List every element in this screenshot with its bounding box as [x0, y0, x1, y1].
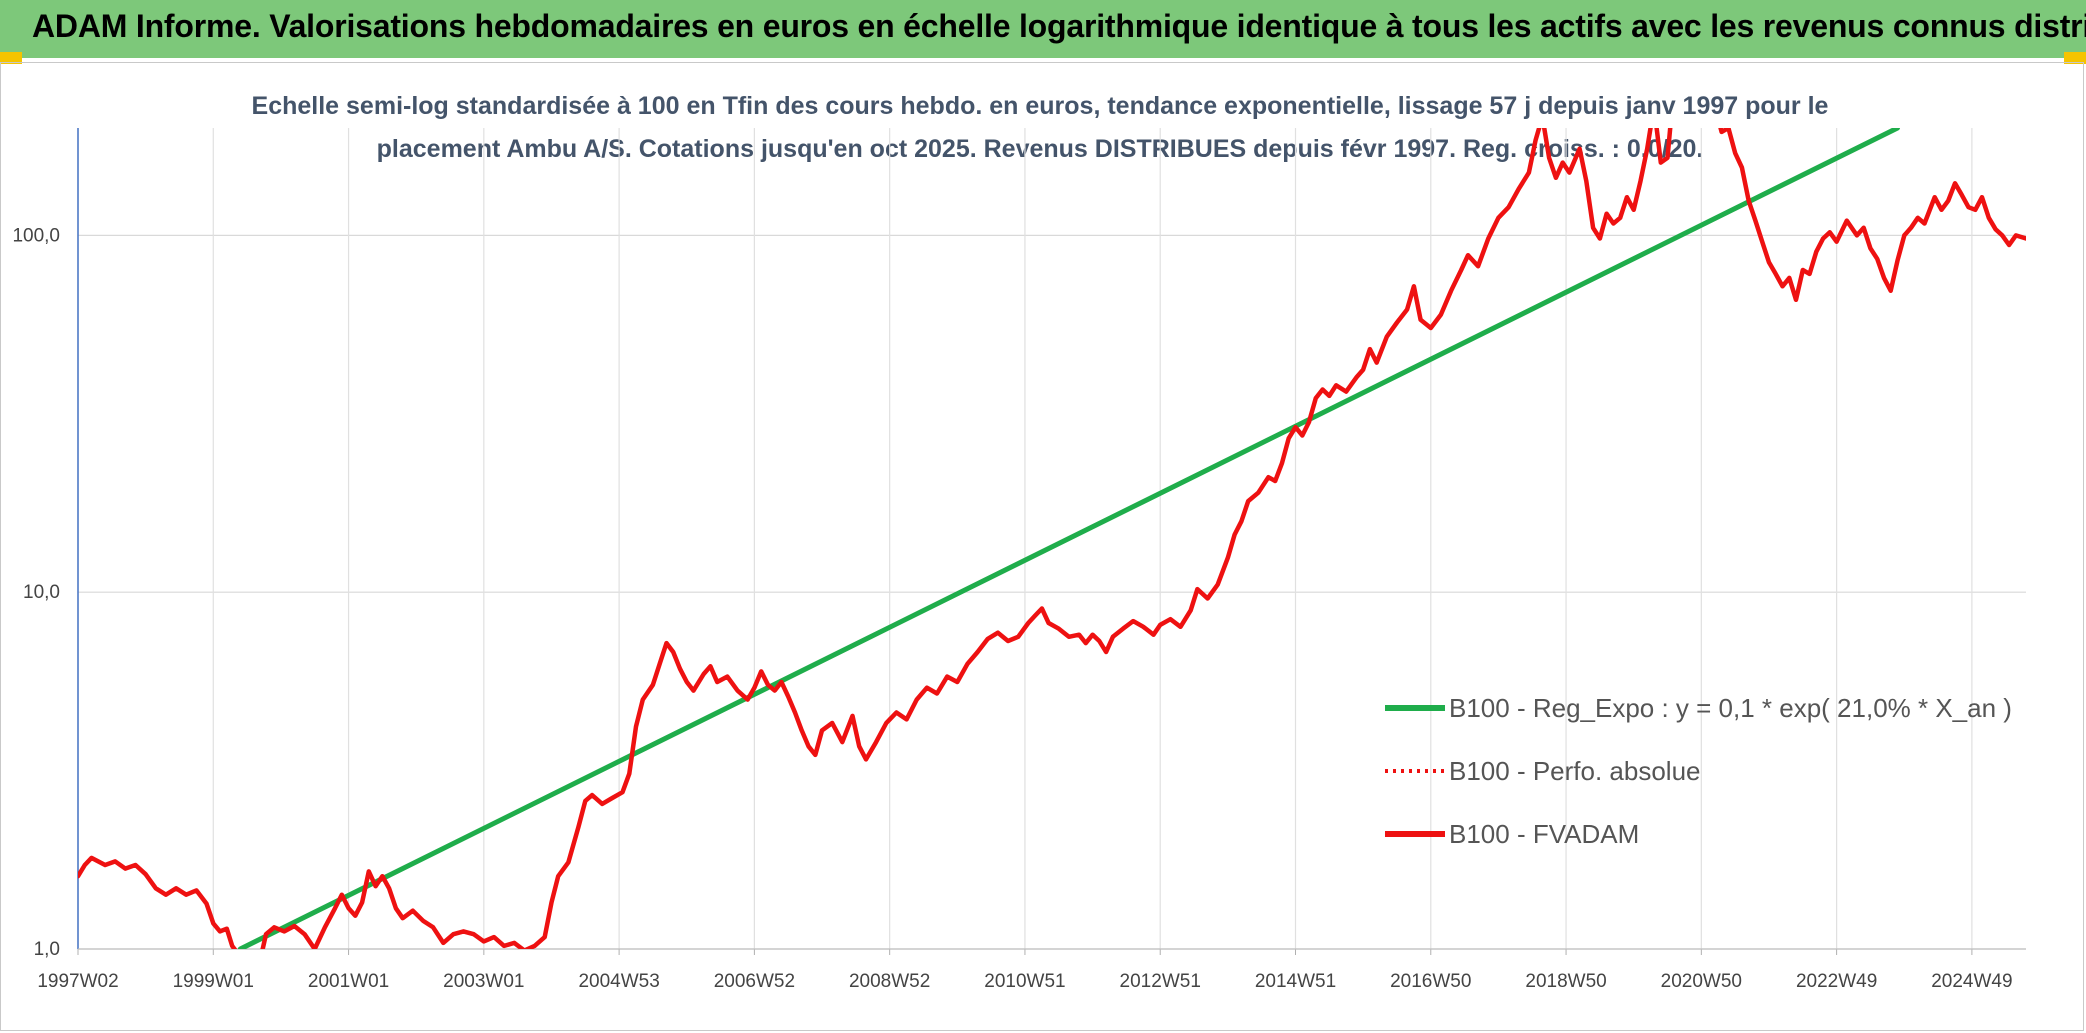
x-tick-label: 2016W50 [1390, 971, 1471, 992]
report-title: ADAM Informe. Valorisations hebdomadaire… [32, 8, 2086, 44]
x-tick-label: 2003W01 [443, 971, 524, 992]
x-tick-label: 2018W50 [1525, 971, 1606, 992]
legend-label-1: B100 - Reg_Expo : y = 0,1 * exp( 21,0% *… [1449, 693, 2012, 723]
x-tick-label: 2001W01 [308, 971, 389, 992]
y-tick-label: 1,0 [34, 939, 60, 960]
legend-label-3: B100 - FVADAM [1449, 819, 1639, 849]
x-tick-label: 2004W53 [578, 971, 659, 992]
corner-marker-right [2064, 52, 2086, 64]
y-tick-label: 100,0 [12, 225, 60, 246]
chart-frame [0, 62, 2084, 1031]
corner-marker-left [0, 52, 22, 64]
series-line-1 [237, 128, 1900, 949]
x-tick-label: 2014W51 [1255, 971, 1336, 992]
x-tick-label: 2020W50 [1661, 971, 1742, 992]
y-tick-label: 10,0 [23, 582, 60, 603]
x-tick-label: 2024W49 [1931, 971, 2012, 992]
legend: B100 - Reg_Expo : y = 0,1 * exp( 21,0% *… [1385, 693, 2012, 849]
x-tick-label: 2006W52 [714, 971, 795, 992]
x-tick-label: 2010W51 [984, 971, 1065, 992]
x-tick-label: 1997W02 [37, 971, 118, 992]
x-tick-label: 2022W49 [1796, 971, 1877, 992]
x-tick-label: 2008W52 [849, 971, 930, 992]
grid-layer [77, 128, 2026, 950]
x-tick-label: 1999W01 [173, 971, 254, 992]
chart-title-line-1: Echelle semi-log standardisée à 100 en T… [251, 92, 1829, 120]
legend-label-2: B100 - Perfo. absolue [1449, 756, 1701, 786]
series-layer [78, 128, 2026, 949]
chart-title-line-2: placement Ambu A/S. Cotations jusqu'en o… [376, 135, 1704, 163]
series-line-3 [78, 128, 2026, 949]
axis-layer: 1,0 10,0 100,0 1997W02 1999W01 2001W01 2003W01… [12, 128, 2026, 992]
x-tick-label: 2012W51 [1120, 971, 1201, 992]
report-banner: ADAM Informe. Valorisations hebdomadaire… [0, 0, 2086, 58]
